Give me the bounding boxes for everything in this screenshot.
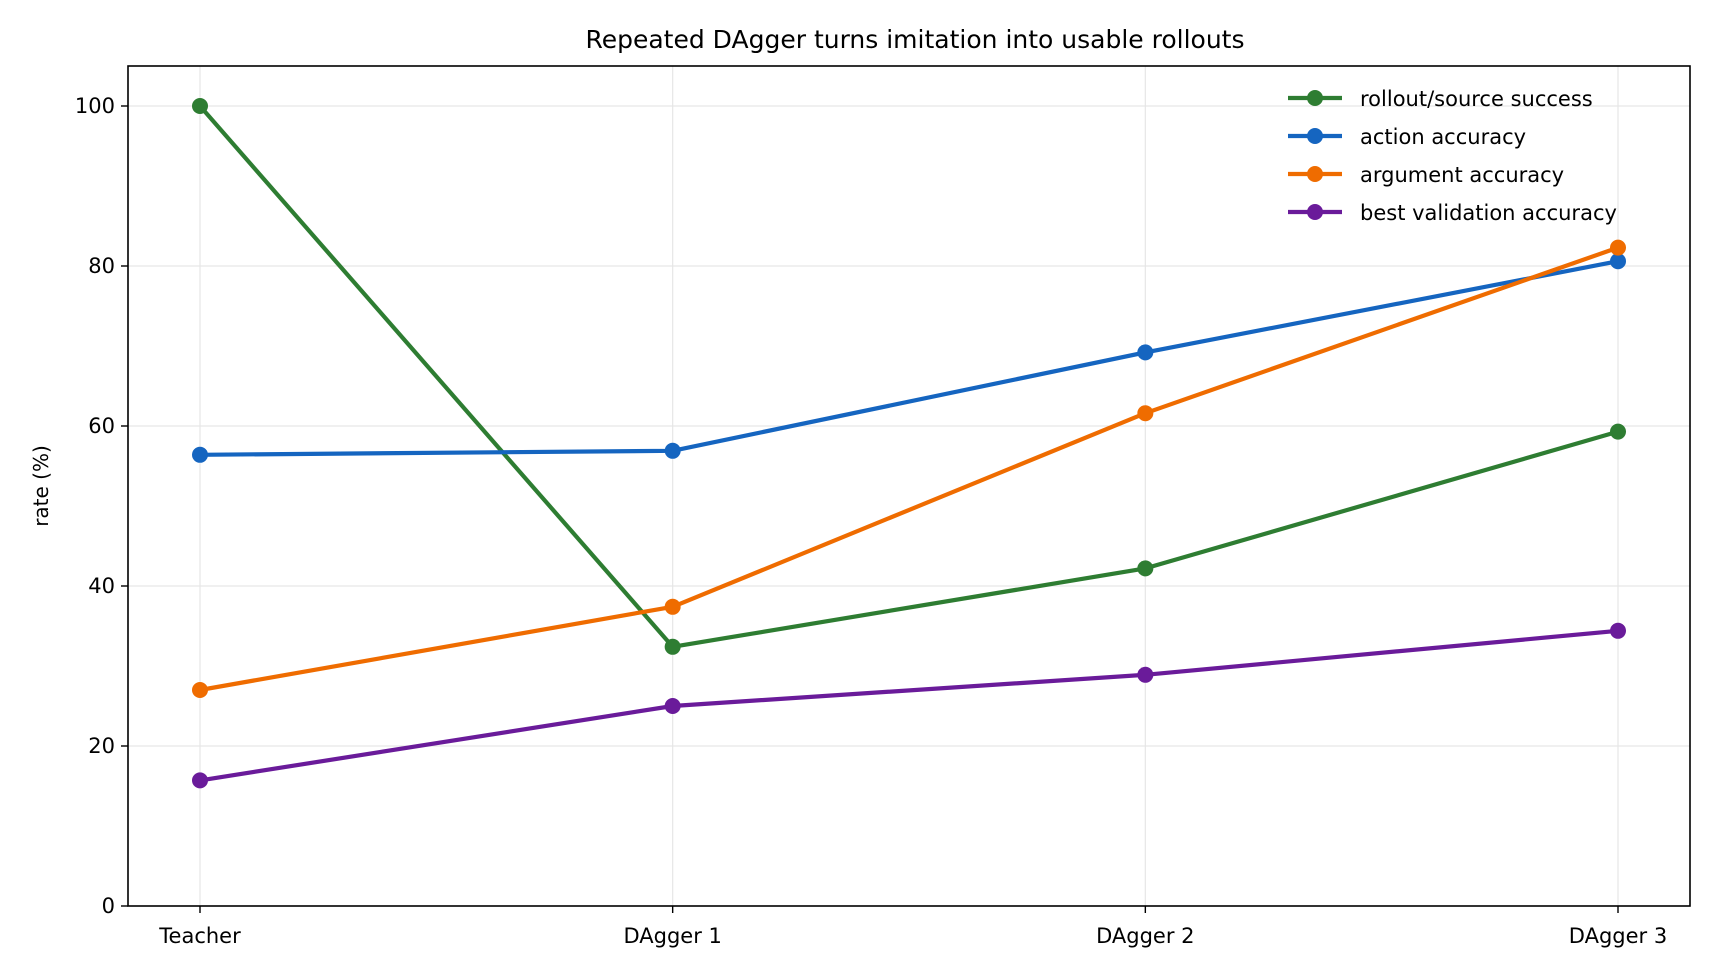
legend-item: best validation accuracy [1288, 201, 1617, 225]
data-point [664, 698, 681, 714]
data-point [1137, 405, 1154, 422]
data-point [1137, 560, 1154, 577]
grid-lines [128, 66, 1690, 907]
legend-marker [1307, 128, 1323, 144]
data-point [1137, 666, 1154, 683]
legend-label: best validation accuracy [1360, 201, 1617, 225]
legend-label: rollout/source success [1360, 87, 1593, 111]
series-2 [192, 253, 1626, 463]
axes: Teacher DAgger 1 DAgger 2 DAgger 3 0 20 40 60 80… [75, 94, 1667, 948]
legend-label: argument accuracy [1360, 163, 1564, 187]
series-3 [192, 239, 1626, 698]
data-point [664, 598, 681, 615]
data-point [1610, 253, 1626, 270]
y-tick-label: 20 [88, 734, 115, 758]
series-line [197, 628, 1621, 783]
x-tick-label: DAgger 3 [1569, 924, 1667, 948]
x-tick-label: DAgger 1 [623, 924, 721, 948]
data-point [664, 638, 681, 655]
chart-title: Repeated DAgger turns imitation into usa… [585, 25, 1244, 54]
data-point [192, 98, 208, 114]
x-tick-label: DAgger 2 [1096, 924, 1194, 948]
series-1 [192, 98, 1626, 655]
y-tick-label: 100 [75, 94, 115, 118]
plot-frame [127, 65, 1691, 907]
legend-item: argument accuracy [1288, 163, 1564, 187]
legend: rollout/source success action accuracy arg… [1288, 87, 1617, 225]
y-tick-label: 60 [88, 414, 115, 438]
data-point [192, 682, 208, 698]
data-point [1137, 344, 1154, 361]
y-tick-label: 80 [88, 254, 115, 278]
data-point [192, 446, 208, 463]
x-tick-label: Teacher [158, 924, 241, 948]
series-line [197, 259, 1621, 457]
data-point [192, 772, 208, 789]
y-axis-label: rate (%) [29, 445, 53, 527]
legend-marker [1307, 90, 1323, 106]
data-point [1610, 423, 1626, 440]
legend-marker [1307, 204, 1323, 220]
data-point [664, 442, 681, 459]
series-4 [192, 622, 1626, 789]
series-line [197, 103, 1621, 649]
data-point [1610, 622, 1626, 639]
legend-marker [1307, 166, 1323, 182]
legend-label: action accuracy [1360, 125, 1526, 149]
series-line [197, 245, 1621, 693]
legend-item: action accuracy [1288, 125, 1526, 149]
series-layer [192, 98, 1626, 789]
y-tick-label: 0 [102, 894, 115, 918]
y-tick-label: 40 [88, 574, 115, 598]
legend-item: rollout/source success [1288, 87, 1593, 111]
data-point [1610, 239, 1626, 256]
